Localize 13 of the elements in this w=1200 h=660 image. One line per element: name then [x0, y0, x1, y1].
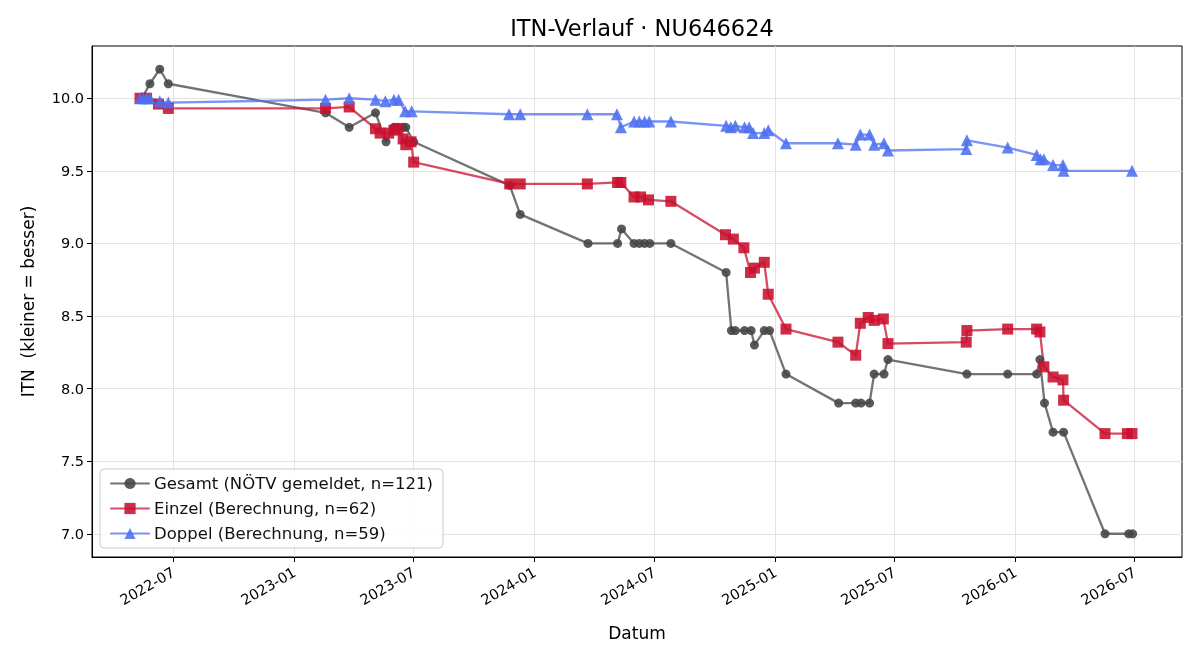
y-tick-label: 8.0 — [60, 380, 84, 397]
x-axis-title: Datum — [608, 622, 666, 643]
legend-label: Doppel (Berechnung, n=59) — [154, 524, 386, 543]
y-tick-label: 7.5 — [60, 453, 84, 470]
y-tick-label: 9.5 — [60, 162, 84, 179]
chart-title: ITN-Verlauf · NU646624 — [510, 14, 774, 41]
legend-label: Einzel (Berechnung, n=62) — [154, 499, 377, 518]
legend-label: Gesamt (NÖTV gemeldet, n=121) — [154, 474, 434, 493]
y-tick-label: 7.0 — [60, 525, 84, 542]
y-tick-label: 9.0 — [60, 235, 84, 252]
y-tick-label: 10.0 — [51, 90, 84, 107]
y-axis-title: ITN (kleiner = besser) — [17, 205, 38, 398]
y-tick-label: 8.5 — [60, 308, 84, 325]
